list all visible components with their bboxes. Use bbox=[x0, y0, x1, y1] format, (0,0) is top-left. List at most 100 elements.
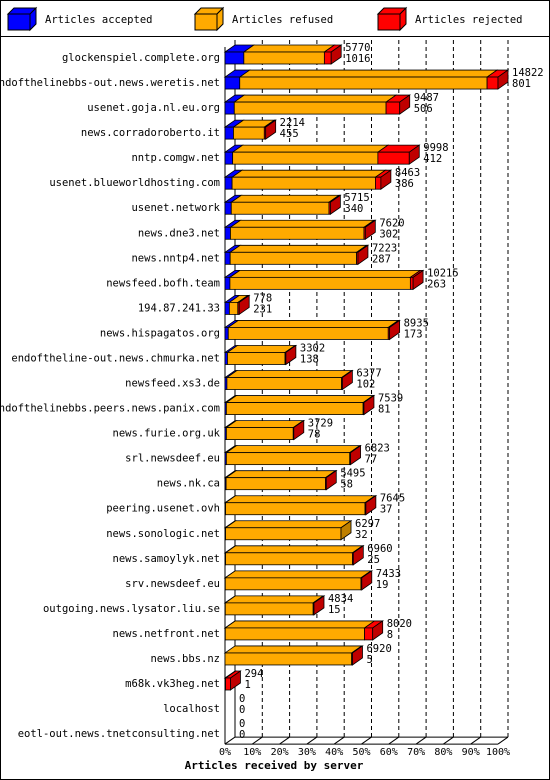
total-label: 8020 bbox=[387, 618, 412, 630]
bar-top bbox=[225, 420, 305, 429]
bar-front bbox=[224, 327, 229, 340]
y-tick-label: m68k.vk3heg.net bbox=[125, 678, 220, 690]
bar-segment bbox=[225, 420, 305, 441]
bar-front bbox=[224, 126, 234, 140]
bar-end bbox=[497, 69, 509, 90]
legend-label: Articles accepted bbox=[45, 14, 152, 26]
total-label: 0 bbox=[239, 693, 245, 705]
bar-end bbox=[352, 545, 364, 566]
bar-end bbox=[363, 394, 375, 416]
bar-front bbox=[225, 527, 342, 541]
bar-front bbox=[227, 352, 286, 365]
bar-front bbox=[375, 176, 382, 190]
tick-mark bbox=[361, 736, 372, 745]
bar-segment bbox=[291, 419, 306, 441]
total-label: 9998 bbox=[423, 142, 448, 154]
bar-front bbox=[224, 627, 365, 641]
x-tick-label: 20% bbox=[271, 747, 289, 758]
accepted-label: 19 bbox=[376, 579, 389, 591]
bar-front bbox=[225, 677, 231, 691]
bar-segment bbox=[230, 194, 341, 215]
bar-top bbox=[225, 370, 353, 378]
bar-front bbox=[239, 76, 488, 90]
tick-mark bbox=[252, 736, 263, 745]
y-tick-label: news.netfront.net bbox=[113, 628, 220, 640]
bar-front bbox=[224, 577, 362, 591]
bar-segment bbox=[311, 595, 326, 616]
bar-end bbox=[265, 119, 277, 140]
bar-front bbox=[377, 151, 410, 165]
bar-segment bbox=[350, 645, 364, 666]
bar-segment bbox=[384, 94, 411, 115]
bar-top bbox=[225, 445, 362, 454]
accepted-label: 0 bbox=[239, 704, 245, 716]
bar-segment bbox=[224, 495, 377, 516]
tick-mark bbox=[279, 736, 290, 745]
y-tick-label: endoftheline-out.news.chmurka.net bbox=[11, 352, 220, 364]
bar-front bbox=[233, 126, 265, 140]
bar-front bbox=[224, 226, 231, 240]
accepted-label: 263 bbox=[427, 278, 446, 290]
bar-front bbox=[225, 552, 353, 566]
x-tick-label: 80% bbox=[434, 747, 452, 758]
bar-top bbox=[224, 495, 377, 504]
total-label: 14822 bbox=[512, 67, 544, 79]
total-label: 0 bbox=[239, 718, 245, 730]
bar-segment bbox=[225, 395, 375, 415]
accepted-label: 32 bbox=[355, 529, 368, 541]
bar-front bbox=[225, 452, 351, 466]
x-tick-label: 60% bbox=[380, 747, 398, 758]
bar-segment bbox=[236, 294, 251, 316]
x-tick-label: 10% bbox=[243, 747, 261, 758]
y-tick-label: news.nntp4.net bbox=[131, 252, 220, 264]
bar-top bbox=[233, 94, 398, 103]
bar-front bbox=[230, 226, 365, 240]
bar-top bbox=[223, 645, 363, 654]
total-label: 6297 bbox=[355, 518, 380, 530]
bar-top bbox=[224, 620, 376, 629]
bar-top bbox=[226, 345, 297, 353]
bar-segment bbox=[485, 69, 510, 90]
accepted-label: 302 bbox=[379, 228, 398, 240]
y-tick-label: glockenspiel.complete.org bbox=[62, 52, 220, 64]
bar-front bbox=[228, 301, 239, 315]
accepted-label: 8 bbox=[387, 629, 393, 641]
accepted-label: 77 bbox=[365, 454, 378, 466]
y-tick-label: nntp.comgw.net bbox=[131, 152, 220, 164]
total-label: 6377 bbox=[356, 368, 381, 380]
bar-end bbox=[238, 294, 250, 316]
accepted-label: 5 bbox=[366, 654, 372, 666]
accepted-label: 231 bbox=[253, 303, 272, 315]
total-label: 5770 bbox=[345, 42, 370, 54]
total-label: 294 bbox=[244, 668, 263, 680]
bar-segment bbox=[223, 69, 252, 90]
bar-segment bbox=[224, 595, 325, 616]
bar-front bbox=[385, 101, 401, 115]
accepted-label: 1016 bbox=[345, 53, 370, 65]
total-label: 10215 bbox=[427, 267, 459, 279]
y-tick-label: eotl-out.news.tnetconsulting.net bbox=[18, 728, 220, 740]
tick-mark bbox=[388, 736, 400, 745]
bar-segment bbox=[223, 645, 363, 666]
y-tick-label: news.furie.org.uk bbox=[113, 428, 221, 440]
y-tick-label: news.dne3.net bbox=[138, 227, 220, 239]
bar-segment bbox=[224, 620, 376, 641]
x-tick-label: 50% bbox=[352, 747, 370, 758]
bar-end bbox=[352, 645, 363, 666]
accepted-label: 78 bbox=[308, 429, 321, 441]
bar-top bbox=[225, 395, 375, 403]
bar-end bbox=[285, 344, 297, 366]
y-tick-label: 194.87.241.33 bbox=[138, 302, 220, 314]
bar-top bbox=[224, 545, 364, 554]
y-tick-label: endofthelinebbs.peers.news.panix.com bbox=[0, 403, 220, 415]
bar-front bbox=[229, 276, 411, 290]
legend-swatch bbox=[377, 13, 401, 31]
bar-segment bbox=[228, 269, 422, 290]
total-label: 7539 bbox=[378, 393, 403, 405]
bar-segment bbox=[224, 470, 337, 491]
bar-segment bbox=[283, 344, 298, 366]
bar-segment bbox=[230, 169, 387, 190]
y-tick-label: usenet.goja.nl.eu.org bbox=[87, 102, 220, 114]
bar-end bbox=[230, 670, 241, 691]
accepted-label: 386 bbox=[395, 178, 414, 190]
